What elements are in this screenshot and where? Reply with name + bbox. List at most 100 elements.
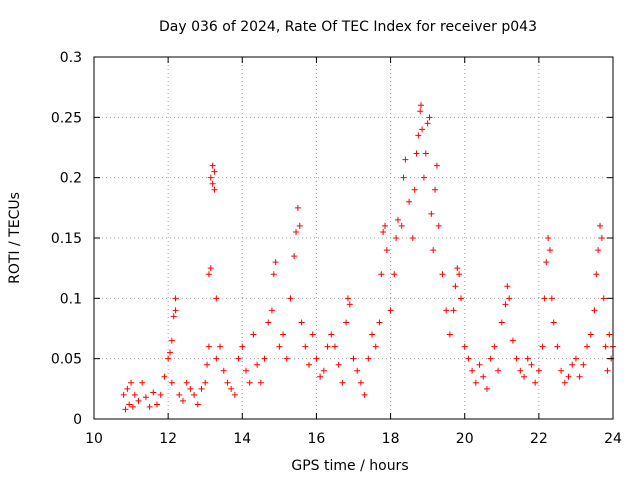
data-point [302, 343, 309, 350]
data-point [576, 373, 583, 380]
data-point [357, 379, 364, 386]
data-point [483, 385, 490, 392]
data-point [378, 271, 385, 278]
data-point [458, 295, 465, 302]
data-point [276, 343, 283, 350]
data-point [293, 228, 300, 235]
data-point [176, 391, 183, 398]
data-point [205, 343, 212, 350]
data-point [393, 235, 400, 241]
data-point [472, 379, 479, 386]
data-point [165, 355, 172, 362]
data-point [539, 343, 546, 350]
data-point [550, 319, 557, 326]
data-point [209, 162, 216, 169]
data-point [480, 373, 487, 380]
data-point [283, 355, 290, 362]
y-tick-label: 0.05 [51, 352, 82, 368]
y-tick-label: 0.3 [60, 50, 82, 66]
data-point [257, 379, 264, 386]
data-point [211, 168, 218, 175]
data-point [417, 108, 424, 115]
data-point [428, 210, 435, 217]
data-point [535, 367, 542, 374]
data-point [139, 379, 146, 386]
data-point [430, 247, 437, 254]
data-point [591, 307, 598, 314]
data-point [261, 355, 268, 362]
data-point [254, 361, 261, 368]
data-point [598, 235, 605, 241]
y-tick-labels: 0 0.05 0.1 0.15 0.2 0.25 0.3 [51, 50, 82, 428]
data-point [291, 253, 298, 260]
data-point [487, 355, 494, 362]
data-point [265, 319, 272, 326]
grid-lines [94, 57, 613, 419]
data-point [454, 265, 461, 272]
data-point [224, 379, 231, 386]
data-points [120, 102, 616, 413]
data-point [580, 361, 587, 368]
data-point [417, 102, 424, 109]
data-point [150, 389, 157, 396]
data-point [513, 355, 520, 362]
data-point [502, 301, 509, 308]
data-point [476, 361, 483, 368]
data-point [600, 295, 607, 302]
data-point [528, 361, 535, 368]
data-point [154, 401, 161, 408]
data-point [365, 355, 372, 362]
data-point [506, 295, 513, 302]
data-point [504, 283, 511, 290]
data-point [328, 331, 335, 338]
data-point [207, 265, 214, 272]
data-point [239, 343, 246, 350]
data-point [452, 283, 459, 290]
data-point [202, 379, 209, 386]
data-point [383, 247, 390, 254]
data-point [324, 343, 331, 350]
data-point [179, 397, 186, 404]
data-point [498, 319, 505, 326]
data-point [532, 379, 539, 386]
data-point [517, 367, 524, 374]
data-point [361, 391, 368, 398]
data-point [415, 132, 422, 139]
data-point [194, 401, 201, 408]
data-point [398, 222, 405, 229]
data-point [250, 331, 257, 338]
data-point [602, 343, 609, 350]
data-point [268, 307, 275, 314]
data-point [469, 367, 476, 374]
data-point [541, 295, 548, 302]
data-point [372, 343, 379, 350]
data-point [298, 319, 305, 326]
data-point [604, 367, 611, 374]
data-point [335, 361, 342, 368]
data-point [561, 379, 568, 386]
x-tick-label: 12 [159, 431, 177, 447]
data-point [191, 391, 198, 398]
data-point [129, 403, 136, 410]
data-point [380, 228, 387, 235]
data-point [521, 373, 528, 380]
data-point [406, 198, 413, 205]
data-point [126, 401, 133, 408]
y-tick-label: 0.2 [60, 171, 82, 187]
data-point [524, 355, 531, 362]
data-point [509, 337, 516, 344]
x-tick-label: 14 [233, 431, 251, 447]
data-point [209, 180, 216, 187]
data-point [317, 373, 324, 380]
data-point [546, 247, 553, 254]
data-point [168, 379, 175, 386]
data-point [394, 216, 401, 223]
data-point [545, 235, 552, 241]
data-point [231, 391, 238, 398]
data-point [122, 406, 129, 413]
data-point [344, 295, 351, 302]
data-point [565, 373, 572, 380]
data-point [235, 355, 242, 362]
data-point [272, 259, 279, 266]
data-point [350, 355, 357, 362]
